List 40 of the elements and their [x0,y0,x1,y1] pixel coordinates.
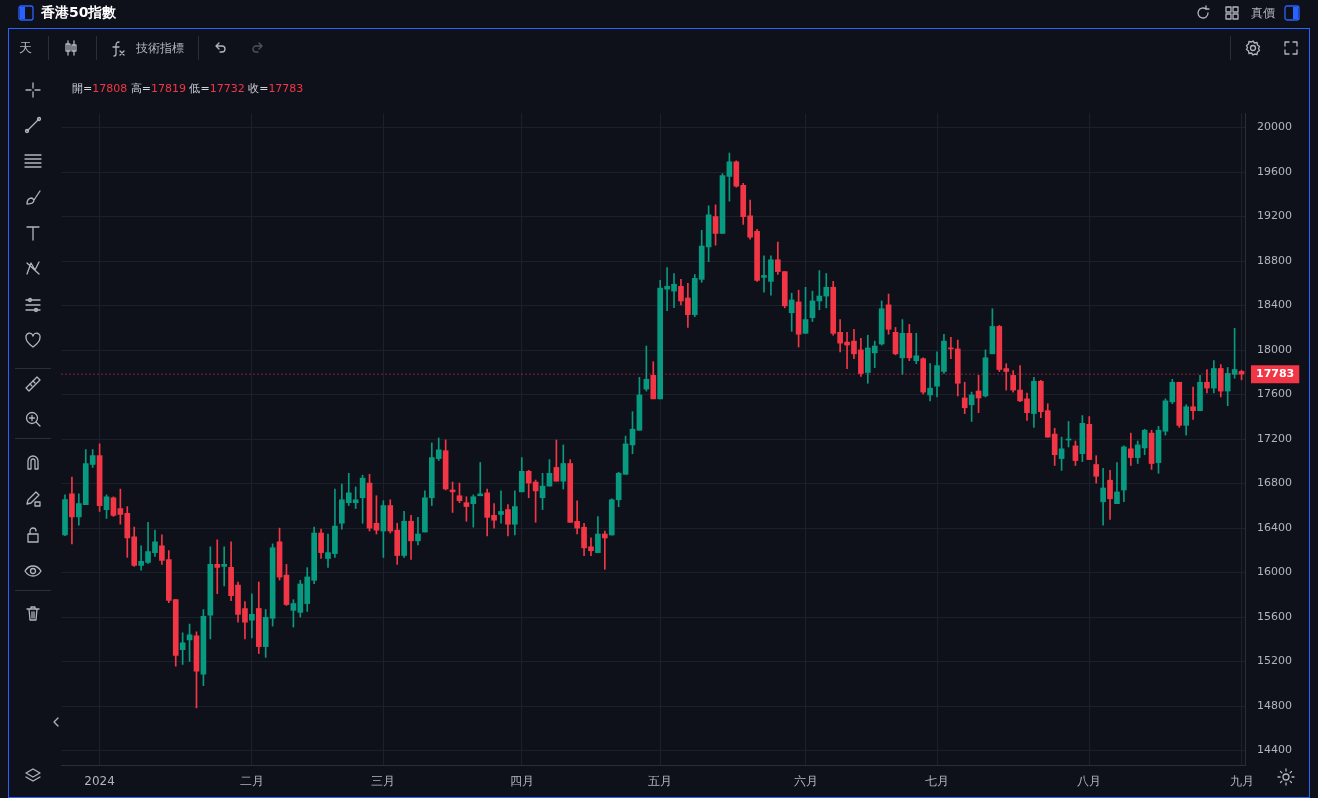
x-tick-label: 九月 [1229,774,1254,789]
y-tick-label: 14400 [1257,743,1292,757]
text: 技術指標 [136,40,184,57]
y-tick-label: 17600 [1257,387,1292,401]
y-tick-label: 16800 [1257,476,1292,490]
candlestick [1190,386,1196,420]
x-tick-label: 三月 [371,774,396,789]
text: 真價 [1251,5,1275,22]
x-tick-label: 七月 [925,774,950,789]
chart-title: 香港50指數 [41,4,117,22]
y-tick-label: 17200 [1257,431,1292,445]
y-tick-label: 18800 [1257,253,1292,267]
text: 天 [19,39,32,57]
ref-line-label: 17783 [1256,367,1295,381]
candlestick [601,530,608,570]
y-tick-label: 14800 [1257,698,1292,712]
y-tick-label: 19600 [1257,164,1292,178]
candlestick [823,273,830,309]
y-tick-label: 20000 [1257,120,1292,134]
x-tick-label: 五月 [648,774,673,789]
y-tick-label: 15200 [1257,654,1292,668]
y-tick-label: 18000 [1257,342,1292,356]
candlestick [498,490,504,524]
x-tick-label: 八月 [1077,774,1102,789]
y-tick-label: 18400 [1257,298,1292,312]
y-tick-label: 16400 [1257,520,1292,534]
text: 開=17808 高=17819 低=17732 收=17783 [72,82,304,95]
candlestick [1100,468,1106,526]
candlestick [214,539,221,595]
x-tick-label: 2024 [84,774,115,789]
y-tick-label: 16000 [1257,565,1292,579]
x-tick-label: 二月 [239,774,264,789]
x-tick-label: 六月 [793,774,818,789]
candlestick [913,333,920,365]
y-tick-label: 19200 [1257,209,1292,223]
candlestick [221,546,228,587]
candlestick [927,363,933,402]
y-tick-label: 15600 [1257,609,1292,623]
x-tick-label: 四月 [509,774,534,789]
candlestick [249,593,255,639]
